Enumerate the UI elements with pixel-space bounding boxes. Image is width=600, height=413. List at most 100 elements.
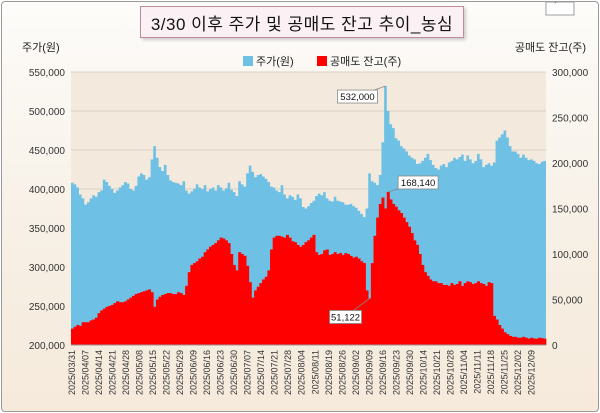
left-tick-label: 200,000 bbox=[29, 341, 66, 352]
short-balance-bar bbox=[378, 203, 382, 345]
right-tick-label: 250,000 bbox=[552, 114, 589, 125]
short-balance-bar bbox=[124, 301, 128, 345]
short-balance-bar bbox=[139, 292, 143, 345]
short-balance-bar bbox=[373, 235, 377, 345]
short-balance-bar bbox=[516, 337, 520, 345]
right-axis-title: 공매도 잔고(주) bbox=[515, 41, 586, 54]
short-balance-bar bbox=[469, 282, 473, 345]
left-tick-label: 450,000 bbox=[29, 146, 66, 157]
short-balance-bar bbox=[240, 254, 244, 345]
short-balance-bar bbox=[267, 270, 271, 345]
short-balance-bar bbox=[71, 328, 74, 345]
annotation-box bbox=[329, 310, 362, 324]
annotation-box bbox=[397, 175, 439, 190]
short-balance-bar bbox=[479, 283, 483, 345]
short-balance-bar bbox=[530, 337, 534, 345]
short-balance-bar bbox=[538, 337, 542, 345]
x-tick-label: 2025/12/02 bbox=[513, 350, 523, 395]
short-balance-bar bbox=[328, 254, 332, 345]
short-balance-bar bbox=[437, 283, 441, 345]
short-balance-bar bbox=[418, 254, 422, 345]
x-tick-label: 2025/12/09 bbox=[527, 350, 537, 395]
short-balance-bar bbox=[208, 246, 212, 345]
short-balance-bar bbox=[145, 290, 149, 345]
annotation-box bbox=[337, 89, 378, 104]
short-balance-bar bbox=[532, 338, 536, 345]
short-balance-bar bbox=[105, 306, 109, 345]
short-balance-bar bbox=[511, 336, 515, 345]
x-tick-label: 2025/09/16 bbox=[378, 350, 388, 395]
short-balance-bar bbox=[309, 237, 313, 345]
short-balance-bar bbox=[484, 285, 488, 345]
short-balance-bar bbox=[232, 264, 236, 345]
short-balance-bar bbox=[426, 275, 430, 345]
short-balance-bar bbox=[169, 293, 173, 345]
short-balance-bar bbox=[206, 249, 210, 345]
short-balance-bar bbox=[315, 252, 319, 345]
short-balance-bar bbox=[227, 243, 231, 345]
short-balance-bar bbox=[243, 255, 247, 345]
short-balance-bar bbox=[405, 222, 409, 345]
short-balance-bar bbox=[336, 254, 340, 345]
short-balance-bar bbox=[89, 320, 93, 345]
x-tick-label: 2025/05/29 bbox=[175, 350, 185, 395]
short-balance-bar bbox=[365, 290, 369, 345]
short-balance-bar bbox=[97, 313, 101, 345]
short-balance-bar bbox=[150, 292, 154, 345]
short-balance-bar bbox=[450, 283, 454, 345]
x-tick-label: 2025/10/21 bbox=[432, 350, 442, 395]
short-balance-bar bbox=[360, 261, 364, 345]
short-balance-bar bbox=[357, 258, 361, 345]
short-balance-bar bbox=[442, 284, 446, 345]
short-balance-bar bbox=[463, 283, 467, 345]
short-balance-bar bbox=[522, 336, 526, 345]
short-balance-bar bbox=[317, 254, 321, 345]
x-tick-label: 2025/09/30 bbox=[405, 350, 415, 395]
short-balance-bar bbox=[158, 296, 162, 345]
short-balance-bar bbox=[185, 285, 189, 345]
short-balance-bar bbox=[431, 281, 435, 345]
short-balance-bar bbox=[161, 294, 165, 345]
right-tick-label: 200,000 bbox=[552, 159, 589, 170]
short-balance-bar bbox=[270, 249, 274, 345]
short-balance-bar bbox=[500, 328, 504, 345]
short-balance-bar bbox=[177, 292, 181, 345]
x-tick-label: 2025/07/14 bbox=[256, 350, 266, 395]
short-balance-bar bbox=[285, 234, 289, 345]
short-balance-bar bbox=[368, 298, 372, 345]
short-balance-bar bbox=[392, 203, 396, 345]
left-tick-label: 400,000 bbox=[29, 185, 66, 196]
right-tick-label: 100,000 bbox=[552, 250, 589, 261]
short-balance-bar bbox=[381, 197, 385, 345]
short-balance-bar bbox=[121, 302, 125, 345]
short-balance-bar bbox=[78, 325, 82, 345]
short-balance-bar bbox=[455, 284, 459, 345]
left-axis-title: 주가(원) bbox=[22, 41, 60, 54]
short-balance-bar bbox=[155, 299, 159, 345]
short-balance-bar bbox=[474, 283, 478, 345]
legend-swatch-short bbox=[317, 56, 327, 66]
left-tick-label: 350,000 bbox=[29, 224, 66, 235]
short-balance-bar bbox=[354, 256, 358, 345]
right-tick-label: 50,000 bbox=[552, 296, 583, 307]
legend-label-short: 공매도 잔고(주) bbox=[330, 55, 401, 68]
short-balance-bar bbox=[307, 240, 311, 345]
short-balance-bar bbox=[400, 213, 404, 345]
short-balance-bar bbox=[413, 240, 417, 345]
short-balance-bar bbox=[94, 317, 98, 345]
short-balance-bar bbox=[214, 243, 218, 345]
short-balance-bar bbox=[198, 258, 202, 345]
short-balance-bar bbox=[272, 237, 276, 345]
short-balance-bar bbox=[447, 285, 451, 345]
short-balance-bar bbox=[190, 264, 194, 345]
short-balance-bar bbox=[346, 254, 350, 345]
short-balance-bar bbox=[320, 254, 324, 345]
short-balance-bar bbox=[506, 334, 510, 345]
x-tick-label: 2025/05/08 bbox=[135, 350, 145, 395]
short-balance-bar bbox=[254, 290, 258, 345]
short-balance-bar bbox=[174, 294, 178, 345]
x-tick-label: 2025/08/04 bbox=[297, 350, 307, 395]
short-balance-bar bbox=[434, 281, 438, 345]
short-balance-bar bbox=[147, 289, 151, 345]
short-balance-bar bbox=[376, 217, 380, 345]
